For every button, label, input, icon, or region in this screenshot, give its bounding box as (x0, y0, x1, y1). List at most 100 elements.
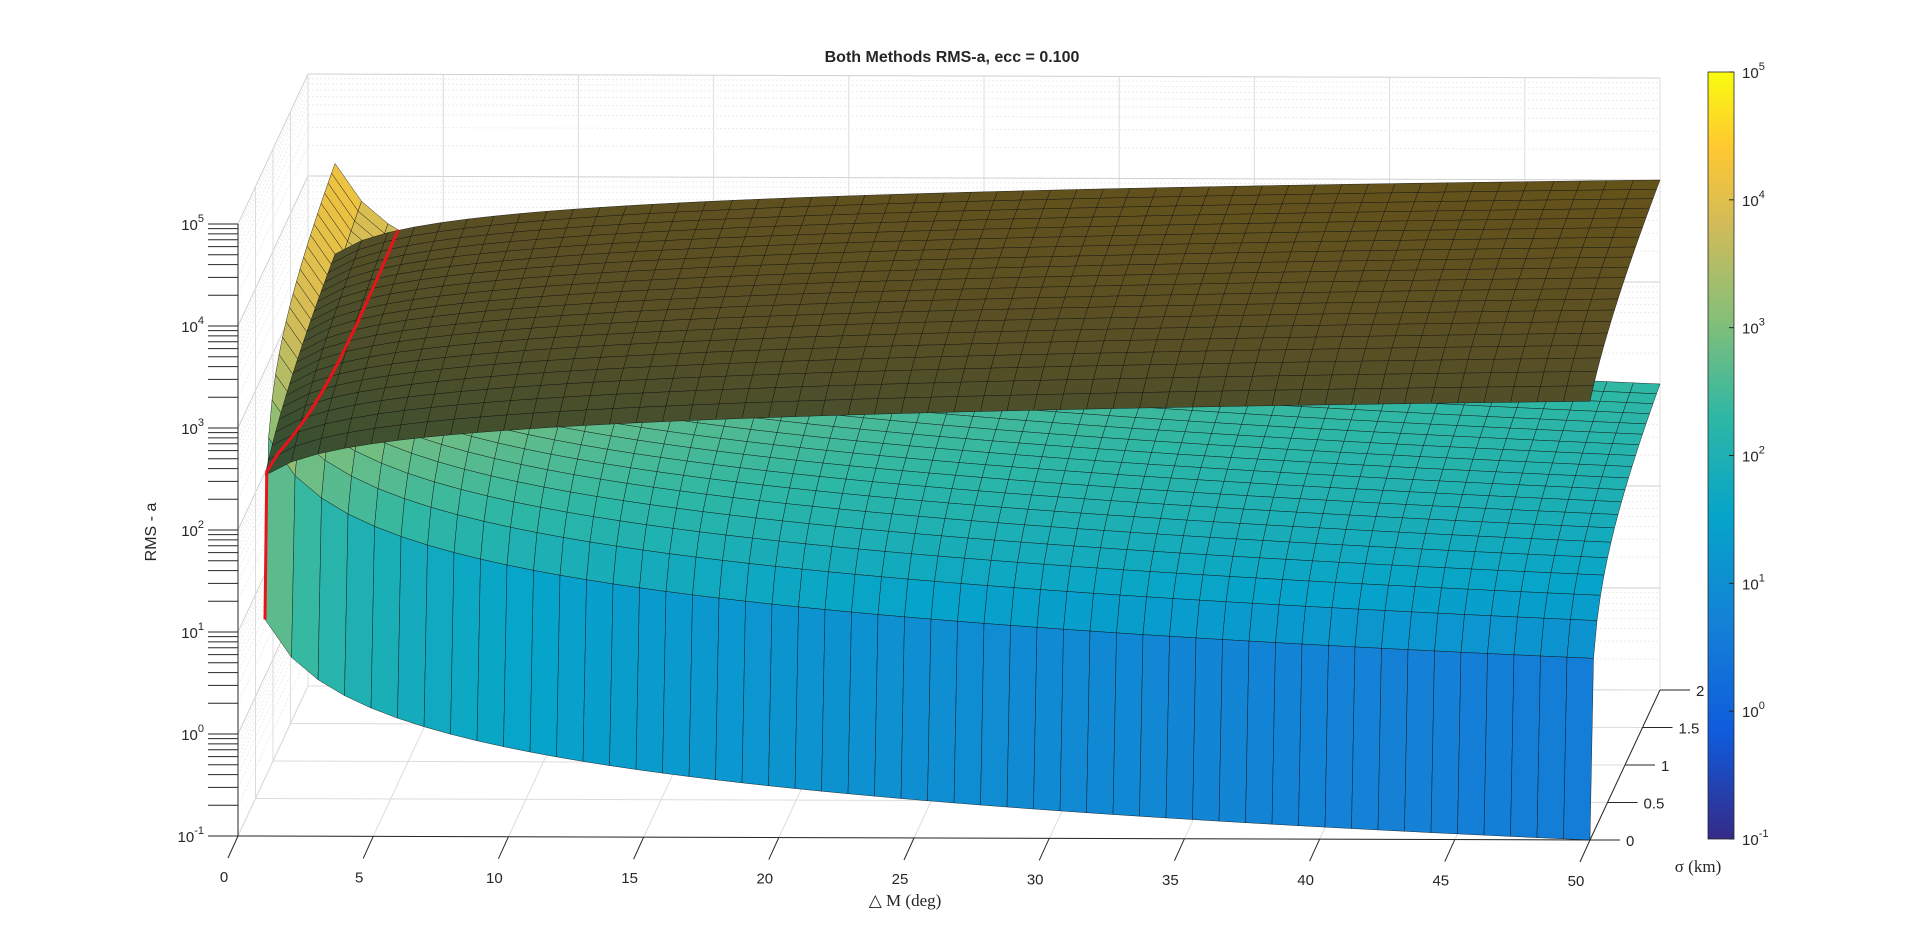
surface-patch (1075, 424, 1106, 438)
surface-patch (1075, 255, 1106, 267)
surface-patch (612, 545, 644, 589)
surface-patch (695, 218, 726, 230)
surface-patch (790, 243, 822, 255)
surface-patch (1063, 591, 1094, 632)
surface-patch (861, 345, 893, 360)
surface-patch (1481, 300, 1513, 312)
surface-patch (990, 354, 1022, 369)
surface-patch (810, 262, 841, 274)
surface-patch (1216, 304, 1248, 317)
surface-patch (1585, 227, 1617, 239)
surface-patch (1087, 295, 1119, 308)
surface-patch (995, 256, 1027, 269)
surface-patch (1434, 372, 1465, 388)
surface-patch (1407, 611, 1439, 652)
surface-patch (676, 352, 707, 366)
surface-patch (1559, 227, 1590, 239)
surface-patch (1596, 401, 1627, 413)
surface-patch (1223, 468, 1255, 484)
surface-patch (1313, 250, 1345, 262)
surface-patch (1469, 458, 1500, 473)
surface-patch (1363, 453, 1394, 467)
surface-patch (921, 486, 953, 504)
surface-patch (658, 248, 689, 261)
grid-line (237, 180, 309, 331)
y-tick-label: 1 (1661, 758, 1669, 775)
grid-line (307, 144, 1661, 150)
surface-patch (847, 231, 878, 243)
surface-patch (1407, 373, 1439, 389)
surface-patch (1372, 516, 1403, 533)
surface-patch (978, 477, 1009, 494)
surface-patch (1464, 588, 1495, 617)
surface-patch (1168, 214, 1200, 226)
surface-patch (1547, 572, 1578, 595)
surface-patch (1167, 294, 1198, 306)
surface-patch (1170, 283, 1202, 296)
surface-patch (665, 390, 697, 407)
surface-patch (483, 386, 515, 403)
surface-patch (529, 411, 561, 429)
surface-patch (1462, 279, 1493, 291)
surface-patch (556, 409, 587, 428)
x-tick-label: 30 (1027, 871, 1044, 888)
grid-line (237, 185, 309, 337)
surface-patch (805, 523, 836, 547)
grid-line (307, 96, 1661, 102)
surface-patch (1098, 437, 1129, 451)
surface-patch (1370, 240, 1401, 251)
surface-patch (1580, 540, 1612, 559)
surface-patch (1458, 289, 1490, 302)
surface-patch (640, 298, 672, 312)
surface-patch (1280, 271, 1311, 283)
surface-patch (1089, 216, 1120, 227)
surface-patch (1509, 417, 1541, 430)
surface-patch (1615, 422, 1647, 435)
surface-patch (1186, 505, 1218, 523)
surface-patch (1467, 568, 1499, 591)
surface-patch (962, 438, 993, 453)
surface-patch (1411, 359, 1442, 375)
surface-patch (699, 363, 730, 378)
surface-patch (1592, 411, 1624, 423)
surface-patch (1017, 353, 1048, 368)
grid-line (307, 180, 1661, 186)
surface-patch (695, 531, 727, 561)
surface-patch (1513, 209, 1544, 220)
surface-patch (713, 316, 744, 330)
surface-patch (1253, 458, 1285, 473)
surface-patch (1451, 311, 1483, 324)
surface-patch (887, 193, 919, 205)
surface-patch (877, 576, 909, 618)
surface-patch (1561, 299, 1592, 311)
surface-patch (633, 320, 665, 334)
surface-patch (911, 356, 942, 371)
surface-patch (702, 494, 734, 516)
surface-patch (1016, 199, 1048, 210)
surface-patch (827, 213, 859, 225)
grid-line (237, 83, 309, 235)
surface-patch (1400, 422, 1431, 435)
surface-patch (1324, 407, 1355, 421)
surface-patch (1571, 267, 1603, 279)
surface-patch (1386, 269, 1417, 282)
surface-patch (1220, 293, 1251, 305)
surface-patch (900, 396, 932, 414)
surface-patch (1414, 347, 1446, 361)
surface-patch (1257, 447, 1288, 461)
surface-patch (1181, 431, 1212, 445)
surface-patch (695, 375, 727, 391)
surface-patch (1271, 389, 1303, 406)
surface-patch (875, 300, 907, 313)
surface-patch (692, 556, 723, 599)
surface-patch (1207, 433, 1239, 447)
surface-patch (1131, 244, 1163, 256)
surface-patch (741, 401, 773, 419)
surface-patch (884, 202, 915, 214)
surface-patch (609, 407, 640, 425)
surface-patch (1126, 187, 1157, 198)
surface-patch (1393, 443, 1424, 457)
surface-patch (1213, 507, 1244, 524)
surface-patch (1396, 433, 1428, 446)
